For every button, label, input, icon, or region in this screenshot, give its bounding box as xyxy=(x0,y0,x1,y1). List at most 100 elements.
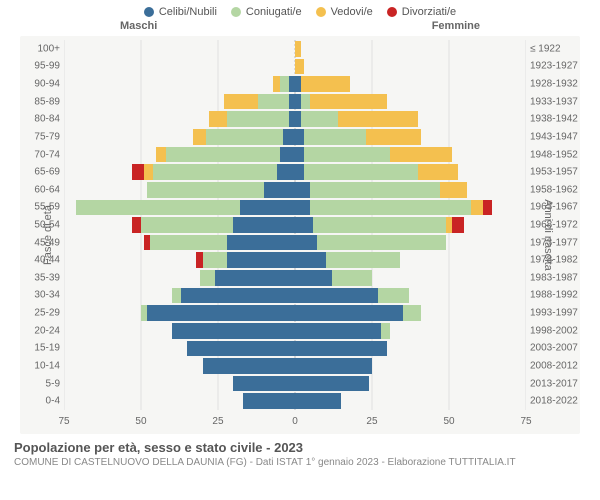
pyramid-row: 70-741948-1952 xyxy=(64,146,526,164)
male-bars xyxy=(64,75,295,93)
bar-segment-coniugati xyxy=(313,217,445,233)
legend-swatch xyxy=(231,7,241,17)
bar-segment-celibi xyxy=(215,270,295,286)
bar-segment-vedovi xyxy=(440,182,468,198)
bar-segment-coniugati xyxy=(332,270,372,286)
bar-segment-coniugati xyxy=(203,252,228,268)
bar-segment-celibi xyxy=(295,376,369,392)
bar-segment-celibi xyxy=(147,305,295,321)
population-pyramid-chart: Fasce di età Anni di nascita 100+≤ 19229… xyxy=(20,36,580,434)
bar-segment-coniugati xyxy=(141,217,233,233)
bar-segment-coniugati xyxy=(301,94,310,110)
legend-item: Vedovi/e xyxy=(316,6,373,18)
bar-segment-vedovi xyxy=(310,94,387,110)
bar-segment-coniugati xyxy=(172,288,181,304)
birth-year-label: 1988-1992 xyxy=(530,290,580,301)
bar-segment-divorziati xyxy=(132,164,144,180)
female-bars xyxy=(295,163,526,181)
age-label: 95-99 xyxy=(20,61,60,72)
bar-segment-celibi xyxy=(243,393,295,409)
chart-footer: Popolazione per età, sesso e stato civil… xyxy=(0,434,600,468)
pyramid-row: 35-391983-1987 xyxy=(64,269,526,287)
bar-segment-coniugati xyxy=(301,111,338,127)
female-bars xyxy=(295,304,526,322)
pyramid-row: 15-192003-2007 xyxy=(64,340,526,358)
female-bars xyxy=(295,375,526,393)
female-bars xyxy=(295,75,526,93)
male-bars xyxy=(64,146,295,164)
age-label: 40-44 xyxy=(20,255,60,266)
male-bars xyxy=(64,392,295,410)
chart-title: Popolazione per età, sesso e stato civil… xyxy=(14,440,586,455)
male-bars xyxy=(64,110,295,128)
x-tick: 25 xyxy=(366,416,377,427)
age-label: 45-49 xyxy=(20,237,60,248)
bar-segment-vedovi xyxy=(144,164,153,180)
birth-year-label: 1998-2002 xyxy=(530,325,580,336)
age-label: 50-54 xyxy=(20,219,60,230)
female-bars xyxy=(295,110,526,128)
pyramid-row: 10-142008-2012 xyxy=(64,357,526,375)
pyramid-row: 85-891933-1937 xyxy=(64,93,526,111)
legend-item: Coniugati/e xyxy=(231,6,302,18)
female-bars xyxy=(295,199,526,217)
bar-segment-celibi xyxy=(233,376,295,392)
male-bars xyxy=(64,251,295,269)
bar-segment-vedovi xyxy=(390,147,452,163)
birth-year-label: 1973-1977 xyxy=(530,237,580,248)
female-bars xyxy=(295,287,526,305)
pyramid-row: 30-341988-1992 xyxy=(64,287,526,305)
bar-segment-vedovi xyxy=(471,200,483,216)
female-bars xyxy=(295,93,526,111)
bar-segment-coniugati xyxy=(378,288,409,304)
bar-segment-divorziati xyxy=(144,235,150,251)
female-bars xyxy=(295,58,526,76)
female-bars xyxy=(295,357,526,375)
bar-segment-celibi xyxy=(227,235,295,251)
birth-year-label: 1958-1962 xyxy=(530,184,580,195)
birth-year-label: 1948-1952 xyxy=(530,149,580,160)
bar-segment-celibi xyxy=(295,270,332,286)
legend-item: Divorziati/e xyxy=(387,6,456,18)
bar-segment-vedovi xyxy=(295,41,301,57)
bar-segment-celibi xyxy=(295,341,387,357)
age-label: 35-39 xyxy=(20,272,60,283)
legend-item: Celibi/Nubili xyxy=(144,6,217,18)
bar-segment-divorziati xyxy=(132,217,141,233)
age-label: 85-89 xyxy=(20,96,60,107)
bar-segment-vedovi xyxy=(418,164,458,180)
bar-segment-celibi xyxy=(233,217,295,233)
birth-year-label: 2003-2007 xyxy=(530,343,580,354)
pyramid-row: 25-291993-1997 xyxy=(64,304,526,322)
male-bars xyxy=(64,40,295,58)
bar-segment-vedovi xyxy=(301,76,350,92)
age-label: 5-9 xyxy=(20,378,60,389)
age-label: 20-24 xyxy=(20,325,60,336)
birth-year-label: ≤ 1922 xyxy=(530,43,580,54)
age-label: 0-4 xyxy=(20,396,60,407)
legend-swatch xyxy=(387,7,397,17)
bar-segment-coniugati xyxy=(310,200,470,216)
bar-segment-coniugati xyxy=(381,323,390,339)
legend-label: Coniugati/e xyxy=(246,6,302,18)
bar-segment-vedovi xyxy=(193,129,205,145)
female-bars xyxy=(295,181,526,199)
pyramid-row: 45-491973-1977 xyxy=(64,234,526,252)
bar-segment-celibi xyxy=(295,305,403,321)
age-label: 30-34 xyxy=(20,290,60,301)
bar-segment-coniugati xyxy=(403,305,421,321)
female-bars xyxy=(295,128,526,146)
bar-segment-coniugati xyxy=(326,252,400,268)
male-bars xyxy=(64,357,295,375)
birth-year-label: 1968-1972 xyxy=(530,219,580,230)
birth-year-label: 1928-1932 xyxy=(530,79,580,90)
header-femmine: Femmine xyxy=(432,20,480,32)
bar-segment-celibi xyxy=(203,358,295,374)
female-bars xyxy=(295,340,526,358)
pyramid-row: 90-941928-1932 xyxy=(64,75,526,93)
female-bars xyxy=(295,234,526,252)
male-bars xyxy=(64,322,295,340)
x-tick: 50 xyxy=(135,416,146,427)
bar-segment-coniugati xyxy=(153,164,276,180)
bar-segment-coniugati xyxy=(258,94,289,110)
